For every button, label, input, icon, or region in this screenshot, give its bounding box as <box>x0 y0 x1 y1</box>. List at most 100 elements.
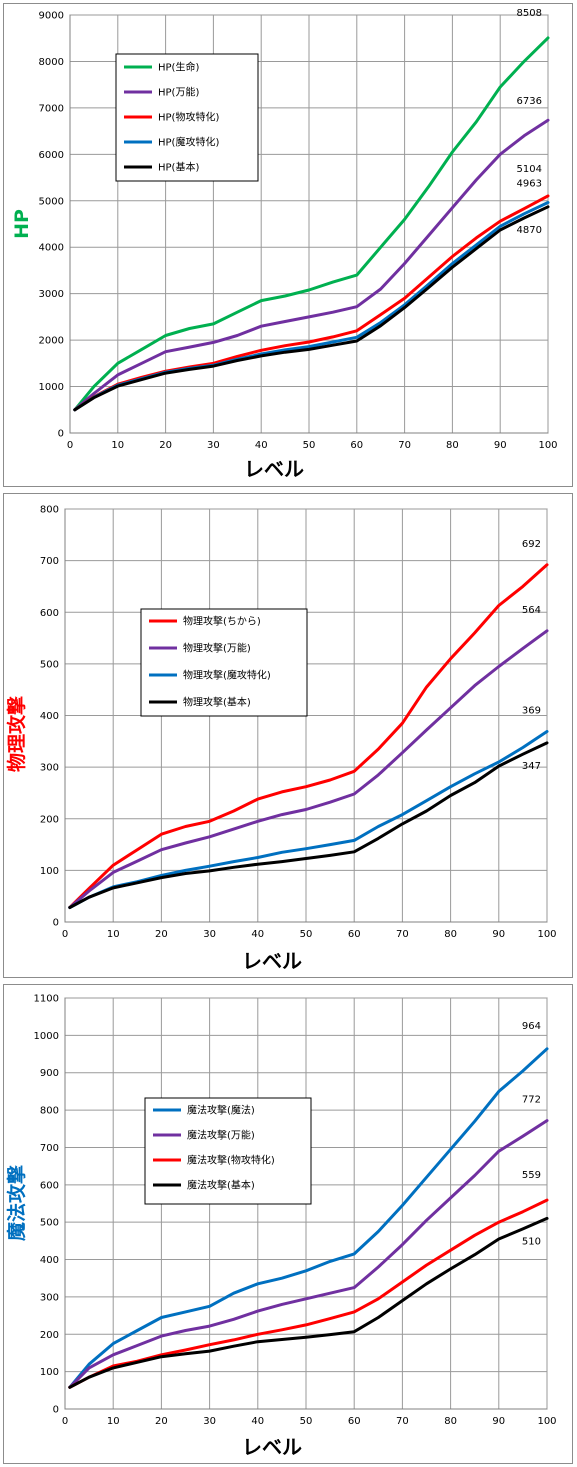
series-end-label: 347 <box>522 761 541 772</box>
y-axis-title: HP <box>11 209 33 239</box>
x-tick-label: 30 <box>207 440 220 451</box>
x-tick-label: 50 <box>300 929 313 940</box>
series-line <box>73 118 550 412</box>
y-axis-title: 魔法攻撃 <box>5 1165 28 1241</box>
y-tick-label: 600 <box>40 1180 59 1191</box>
legend-entry: 物理攻撃(魔攻特化) <box>183 669 271 682</box>
series-end-label: 369 <box>522 706 541 717</box>
x-tick-label: 80 <box>444 929 457 940</box>
legend-entry: HP(魔攻特化) <box>158 136 219 149</box>
y-tick-label: 100 <box>40 1367 59 1378</box>
hp-chart-panel: 0 1000 2000 3000 4000 5000 6000 7000 8000 9000 0 10… <box>3 3 573 487</box>
legend-entry: HP(基本) <box>158 161 199 174</box>
y-tick-label: 500 <box>40 1218 59 1229</box>
y-tick-label: 8000 <box>39 57 64 68</box>
series-line <box>68 563 549 909</box>
series-end-label: 5104 <box>517 164 542 175</box>
y-axis-title: 物理攻撃 <box>5 696 28 772</box>
x-axis-title: レベル <box>244 457 304 481</box>
x-tick-label: 70 <box>396 929 409 940</box>
series-end-label: 6736 <box>517 96 542 107</box>
y-tick-label: 500 <box>40 659 59 670</box>
x-tick-label: 40 <box>251 929 264 940</box>
x-tick-label: 10 <box>107 929 120 940</box>
series-end-label: 964 <box>522 1021 541 1032</box>
y-tick-label: 6000 <box>39 150 64 161</box>
x-tick-label: 60 <box>348 1416 361 1427</box>
x-tick-label: 30 <box>203 929 216 940</box>
x-tick-label: 10 <box>107 1416 120 1427</box>
y-tick-label: 1000 <box>34 1031 59 1042</box>
x-tick-label: 100 <box>537 1416 556 1427</box>
series-line <box>68 1216 549 1389</box>
y-tick-label: 800 <box>40 505 59 516</box>
y-tick-label: 0 <box>58 429 64 440</box>
y-tick-label: 400 <box>40 1255 59 1266</box>
y-tick-label: 9000 <box>39 11 64 22</box>
y-tick-label: 4000 <box>39 243 64 254</box>
x-axis-title: レベル <box>242 1435 302 1459</box>
x-tick-label: 50 <box>303 440 316 451</box>
x-tick-label: 80 <box>444 1416 457 1427</box>
x-tick-label: 20 <box>155 929 168 940</box>
legend-entry: HP(生命) <box>158 61 199 74</box>
x-tick-label: 100 <box>537 929 556 940</box>
legend: 物理攻撃(ちから) 物理攻撃(万能) 物理攻撃(魔攻特化) 物理攻撃(基本) <box>140 608 308 717</box>
x-tick-label: 0 <box>67 440 73 451</box>
y-tick-label: 200 <box>40 1330 59 1341</box>
series-end-label: 4963 <box>517 178 542 189</box>
x-tick-label: 90 <box>492 1416 505 1427</box>
y-tick-label: 100 <box>40 866 59 877</box>
y-tick-label: 700 <box>40 556 59 567</box>
x-tick-label: 60 <box>350 440 363 451</box>
legend-entry: 魔法攻撃(万能) <box>187 1129 255 1142</box>
magic-attack-chart: 0 100 200 300 400 500 600 700 800 900 1000 1100 0 10 2… <box>5 994 557 1460</box>
y-tick-label: 7000 <box>39 103 64 114</box>
legend: 魔法攻撃(魔法) 魔法攻撃(万能) 魔法攻撃(物攻特化) 魔法攻撃(基本) <box>144 1097 312 1205</box>
x-tick-label: 40 <box>255 440 268 451</box>
legend-entry: 物理攻撃(万能) <box>183 642 251 655</box>
y-tick-label: 200 <box>40 814 59 825</box>
y-tick-label: 0 <box>53 1405 59 1416</box>
x-tick-label: 90 <box>494 440 507 451</box>
x-tick-label: 60 <box>348 929 361 940</box>
x-tick-label: 50 <box>300 1416 313 1427</box>
y-tick-label: 900 <box>40 1068 59 1079</box>
y-tick-label: 0 <box>53 918 59 929</box>
legend-entry: 魔法攻撃(魔法) <box>187 1104 255 1117</box>
y-tick-label: 600 <box>40 608 59 619</box>
series-line <box>68 629 549 909</box>
series-line <box>73 36 550 412</box>
x-tick-label: 10 <box>111 440 124 451</box>
series-group <box>73 36 550 412</box>
legend-entry: HP(万能) <box>158 86 199 99</box>
series-end-label: 8508 <box>517 8 542 19</box>
x-tick-label: 0 <box>62 929 68 940</box>
series-end-label: 564 <box>522 605 541 616</box>
legend-box <box>140 608 308 717</box>
legend-entry: 物理攻撃(ちから) <box>183 615 261 628</box>
legend-entry: HP(物攻特化) <box>158 111 219 124</box>
y-tick-label: 800 <box>40 1106 59 1117</box>
physical-attack-chart-panel: 0 100 200 300 400 500 600 700 800 0 10 20 30 40 50 60 70… <box>3 493 573 978</box>
y-tick-label: 700 <box>40 1143 59 1154</box>
x-tick-label: 20 <box>155 1416 168 1427</box>
series-line <box>68 741 549 909</box>
x-tick-label: 20 <box>159 440 172 451</box>
x-tick-label: 100 <box>538 440 557 451</box>
series-line <box>73 205 550 412</box>
y-tick-label: 300 <box>40 763 59 774</box>
x-tick-label: 80 <box>446 440 459 451</box>
y-tick-label: 300 <box>40 1292 59 1303</box>
y-tick-label: 400 <box>40 711 59 722</box>
series-end-label: 559 <box>522 1170 541 1181</box>
y-tick-label: 1000 <box>39 382 64 393</box>
physical-attack-chart: 0 100 200 300 400 500 600 700 800 0 10 20 30 40 50 60 70… <box>5 505 557 974</box>
series-group <box>68 563 549 909</box>
x-tick-label: 30 <box>203 1416 216 1427</box>
x-tick-label: 90 <box>492 929 505 940</box>
hp-chart: 0 1000 2000 3000 4000 5000 6000 7000 8000 9000 0 10… <box>11 8 558 481</box>
y-tick-label: 1100 <box>34 994 59 1005</box>
y-tick-label: 3000 <box>39 289 64 300</box>
x-tick-label: 40 <box>251 1416 264 1427</box>
